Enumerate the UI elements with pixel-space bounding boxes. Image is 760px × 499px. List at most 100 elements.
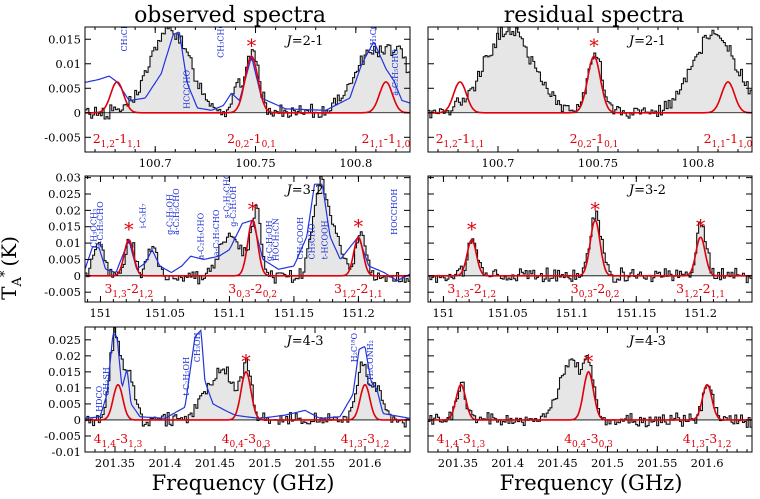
x-tick-label: 151.15: [274, 306, 314, 320]
transition-line-label-part: -1: [458, 131, 470, 146]
transition-line-label: 31,2-21,1: [334, 281, 383, 300]
transition-line-label: 31,3-21,2: [447, 281, 496, 300]
transition-label: J=3-2: [626, 183, 666, 198]
molecule-label: a-C₂H₅CHO: [391, 49, 400, 96]
x-tick-label: 201.45: [195, 456, 235, 470]
y-tick-label: 0.015: [48, 365, 81, 379]
x-tick-label: 201.5: [591, 456, 624, 470]
y-tick-label: 0: [74, 269, 81, 283]
x-tick-label: 100.8: [682, 156, 715, 170]
detection-star: *: [241, 351, 251, 373]
molecule-label: i-C₃H₇: [139, 204, 148, 229]
transition-label: J=2-1: [626, 34, 666, 49]
transition-line-label-part: -3: [459, 431, 471, 446]
transition-line-label-part: -3: [705, 431, 717, 446]
y-tick-label: -0.005: [44, 285, 81, 299]
blend-model-curve: [85, 31, 410, 111]
y-tick-label: 0.005: [48, 397, 81, 411]
transition-line-label: 31,3-21,2: [104, 281, 153, 300]
transition-line-label-part: 1,3: [455, 290, 470, 300]
y-tick-label: 0.015: [48, 220, 81, 234]
x-tick-label: 151: [432, 306, 454, 320]
transition-line-label-part: -1: [592, 131, 604, 146]
observed-spectrum-fill: [428, 355, 752, 428]
transition-line-label-part: 1,0: [738, 140, 753, 150]
transition-label-value: =2-1: [634, 34, 666, 49]
detection-star: *: [247, 35, 257, 57]
transition-line-label-part: 1,4: [444, 440, 459, 450]
y-tick-label: 0.02: [55, 203, 81, 217]
transition-line-label: 30,3-20,2: [571, 281, 620, 300]
transition-label-value: =4-3: [292, 334, 324, 349]
transition-line-label: 31,2-21,1: [676, 281, 725, 300]
transition-label: J=4-3: [284, 334, 324, 349]
transition-line-label-part: -2: [593, 281, 605, 296]
transition-label-j: J: [626, 183, 635, 198]
observed-spectrum-fill: [428, 27, 752, 119]
transition-line-label: 41,3-31,2: [341, 431, 390, 450]
transition-line-label: 41,3-31,2: [683, 431, 732, 450]
detection-star: *: [467, 219, 477, 241]
y-tick-label: 0: [74, 413, 81, 427]
detection-star: *: [354, 216, 364, 238]
transition-label-j: J: [626, 34, 635, 49]
transition-line-label-part: -3: [586, 431, 598, 446]
transition-line-label-part: -1: [726, 131, 738, 146]
transition-label: J=4-3: [626, 334, 666, 349]
detection-star: *: [696, 216, 706, 238]
panel-frame: [427, 326, 753, 453]
detection-star: *: [248, 199, 258, 221]
transition-line-label-part: 4: [683, 431, 691, 446]
transition-label: J=2-1: [284, 34, 324, 49]
transition-line-label-part: -2: [470, 281, 482, 296]
transition-line-label-part: 0,2: [605, 290, 619, 300]
transition-label-value: =2-1: [292, 34, 324, 49]
x-tick-label: 151.05: [145, 306, 185, 320]
y-tick-label: 0.005: [48, 252, 81, 266]
transition-line-label-part: 2: [362, 131, 370, 146]
y-axis-label: TA* (K): [0, 236, 25, 300]
transition-line-label: 41,4-31,3: [437, 431, 486, 450]
transition-line-label-part: 2: [227, 131, 235, 146]
molecule-label: a-C₂H₅CHO: [197, 212, 206, 259]
transition-line-label-part: -2: [127, 281, 139, 296]
transition-line-label-part: 1,1: [368, 290, 382, 300]
transition-line-label-part: 1,0: [396, 140, 411, 150]
model-spectrum-curve: [428, 219, 752, 277]
observed-spectrum-line: [85, 327, 410, 428]
molecule-label: CH₃OH: [193, 332, 202, 362]
x-tick-label: 100.7: [139, 156, 172, 170]
transition-line-label-part: 1,2: [717, 440, 731, 450]
panel-frame: [84, 26, 411, 153]
molecule-label: g-C₂H₅OH: [265, 220, 274, 261]
transition-label-value: =3-2: [292, 183, 324, 198]
x-tick-label: 201.35: [438, 456, 478, 470]
x-tick-label: 151.15: [616, 306, 656, 320]
transition-line-label-part: 1,1: [127, 140, 141, 150]
transition-line-label-part: -3: [116, 431, 128, 446]
molecule-label: HDCO: [95, 385, 104, 412]
y-tick-label: -0.01: [52, 445, 82, 459]
transition-line-label-part: 1,1: [369, 140, 383, 150]
transition-line-label-part: 1,1: [711, 290, 725, 300]
transition-label-j: J: [626, 334, 635, 349]
transition-line-label-part: -2: [251, 281, 263, 296]
plot-area: [428, 210, 752, 284]
transition-line-label-part: 0,1: [604, 140, 618, 150]
panel-frame: [427, 26, 753, 153]
x-tick-label: 201.45: [537, 456, 577, 470]
transition-line-label-part: 4: [564, 431, 572, 446]
transition-line-label-part: 1,2: [444, 140, 458, 150]
x-tick-label: 151.1: [213, 306, 246, 320]
y-tick-label: 0: [74, 106, 81, 120]
transition-line-label-part: -3: [363, 431, 375, 446]
x-tick-label: 100.7: [482, 156, 515, 170]
molecule-label: g-C₂H₅OH: [229, 186, 238, 227]
molecule-label: a-C₂H₅CHO: [212, 209, 221, 256]
molecule-label: CH₃CHO: [308, 223, 317, 259]
transition-line-label: 30,3-20,2: [228, 281, 277, 300]
transition-line-label-part: 0,4: [230, 440, 245, 450]
